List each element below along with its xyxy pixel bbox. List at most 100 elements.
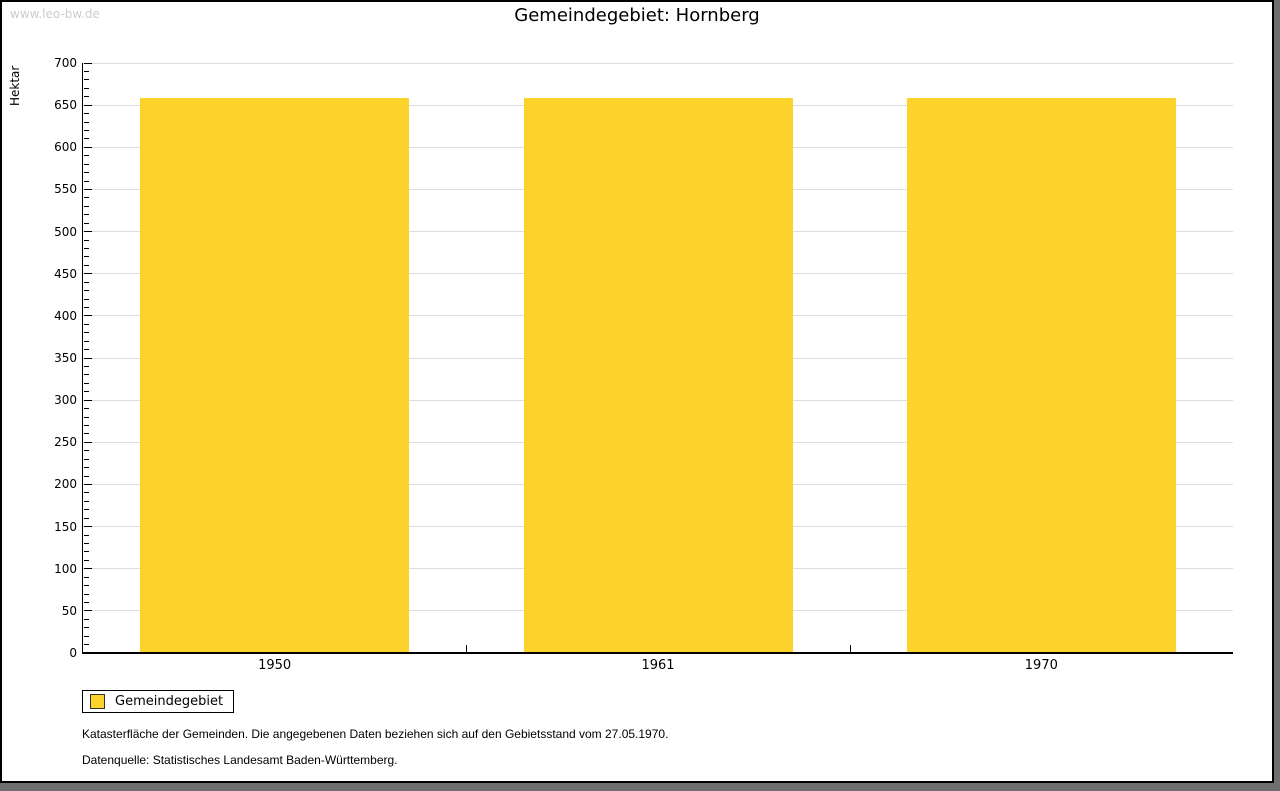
y-axis-tick [84, 382, 89, 384]
y-tick-label: 600 [54, 140, 77, 155]
y-axis-tick [84, 551, 89, 553]
chart-title: Gemeindegebiet: Hornberg [514, 5, 760, 26]
y-axis-tick [84, 79, 89, 81]
y-axis-tick [84, 290, 89, 292]
y-tick-label: 150 [54, 519, 77, 534]
y-axis-tick [84, 62, 92, 64]
y-axis-tick [84, 467, 89, 469]
y-axis-tick [84, 155, 89, 157]
y-axis-tick [84, 180, 89, 182]
y-axis-tick [84, 517, 89, 519]
y-axis-tick [84, 146, 92, 148]
legend-label: Gemeindegebiet [115, 694, 224, 709]
y-axis-tick [84, 416, 89, 418]
y-tick-label: 550 [54, 182, 77, 197]
y-axis-tick [84, 306, 89, 308]
y-axis-tick [84, 618, 89, 620]
y-axis-tick [84, 247, 89, 249]
y-axis-tick [84, 96, 89, 98]
y-axis-tick [84, 408, 89, 410]
y-axis-tick [84, 87, 89, 89]
y-axis-tick [84, 281, 89, 283]
y-axis-tick [84, 635, 89, 637]
y-tick-label: 200 [54, 477, 77, 492]
y-axis-tick [84, 323, 89, 325]
y-axis-tick [84, 70, 89, 72]
y-axis-tick [84, 340, 89, 342]
y-axis-tick [84, 391, 89, 393]
bar [523, 98, 793, 652]
y-axis-tick [84, 542, 89, 544]
x-tick-label: 1961 [641, 658, 675, 673]
y-axis-tick [84, 332, 89, 334]
y-axis-tick [84, 138, 89, 140]
y-axis-tick [84, 349, 89, 351]
y-tick-label: 0 [69, 646, 77, 660]
y-axis-tick [84, 576, 89, 578]
y-axis-tick [84, 450, 89, 452]
y-tick-label: 250 [54, 435, 77, 450]
y-axis-line [82, 63, 83, 653]
gridline [83, 62, 1233, 64]
y-tick-label: 100 [54, 561, 77, 576]
y-tick-label: 350 [54, 351, 77, 365]
y-axis-tick [84, 298, 89, 300]
y-axis-tick [84, 129, 89, 131]
y-axis-tick [84, 205, 89, 207]
y-axis-tick [84, 441, 92, 443]
y-axis-tick [84, 526, 92, 528]
y-axis-tick [84, 273, 92, 275]
y-axis-tick [84, 424, 89, 426]
y-axis-tick [84, 644, 89, 646]
y-tick-label: 450 [54, 266, 77, 281]
y-tick-label: 300 [54, 393, 77, 408]
x-tick-label: 1970 [1024, 658, 1058, 673]
y-axis-tick [84, 610, 92, 612]
legend-box: Gemeindegebiet [82, 690, 235, 713]
y-axis-tick [84, 601, 89, 603]
y-axis-tick [84, 256, 89, 258]
y-axis-tick [84, 163, 89, 165]
x-axis-tick [466, 645, 468, 652]
legend-swatch-icon [90, 694, 105, 709]
x-axis-line [82, 652, 1233, 654]
y-axis-tick [84, 188, 92, 190]
y-axis-tick [84, 172, 89, 174]
footnote-data-source: Datenquelle: Statistisches Landesamt Bad… [82, 753, 398, 767]
x-axis-tick [849, 645, 851, 652]
watermark: www.leo-bw.de [10, 7, 100, 21]
y-axis-tick [84, 231, 92, 233]
plot-area: 0 50 100 150 200 250 300 350 400 450 500 550 600 650 7… [2, 2, 1272, 781]
bar [140, 98, 410, 652]
y-axis-tick [84, 509, 89, 511]
y-axis-tick [84, 585, 89, 587]
y-axis-tick [84, 483, 92, 485]
y-axis-tick [84, 113, 89, 115]
y-axis-tick [84, 365, 89, 367]
y-axis-tick [84, 534, 89, 536]
y-axis-tick [84, 197, 89, 199]
y-axis-tick [84, 627, 89, 629]
y-tick-label: 700 [54, 56, 77, 70]
x-tick-label: 1950 [258, 658, 292, 673]
y-axis-tick [84, 568, 92, 570]
y-axis-tick [84, 239, 89, 241]
y-axis-tick [84, 222, 89, 224]
y-tick-label: 50 [61, 603, 77, 618]
y-tick-label: 500 [54, 224, 77, 239]
y-axis-tick [84, 475, 89, 477]
y-axis-tick [84, 458, 89, 460]
y-axis-tick [84, 315, 92, 317]
y-axis-tick [84, 593, 89, 595]
y-axis-tick [84, 492, 89, 494]
y-axis-tick [84, 399, 92, 401]
bar [906, 98, 1176, 652]
y-tick-label: 400 [54, 308, 77, 323]
footnote-source-note: Katasterfläche der Gemeinden. Die angege… [82, 727, 669, 741]
y-axis-tick [84, 214, 89, 216]
y-axis-tick [84, 374, 89, 376]
y-axis-tick [84, 500, 89, 502]
y-axis-tick [84, 264, 89, 266]
